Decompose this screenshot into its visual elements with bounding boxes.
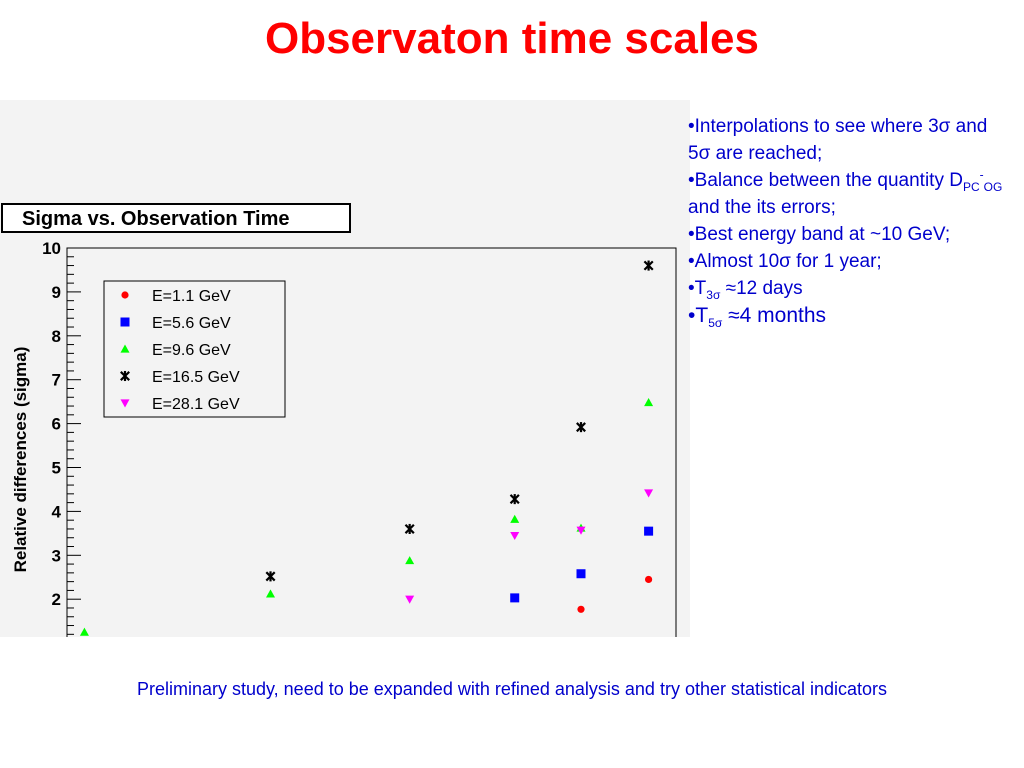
legend-marker [120, 344, 130, 353]
data-point [404, 523, 415, 534]
data-point [645, 575, 653, 584]
legend-marker [120, 399, 130, 408]
footer-note: Preliminary study, need to be expanded w… [136, 679, 888, 699]
bullet-text: •Balance between the quantity D [688, 170, 963, 191]
y-tick-label: 1 [52, 634, 61, 637]
data-point [644, 489, 654, 498]
data-point [510, 531, 520, 541]
legend-label: E=16.5 GeV [152, 369, 240, 386]
bullet-list: •Interpolations to see where 3σ and 5σ a… [688, 113, 1008, 329]
data-point [510, 593, 520, 603]
data-point [576, 569, 586, 579]
bullet-text: •Interpolations to see where 3 [688, 116, 939, 137]
data-point [405, 556, 415, 565]
bullet-item: •Balance between the quantity DPC-OG and… [688, 167, 1008, 221]
data-point [644, 398, 654, 407]
y-tick-label: 3 [52, 546, 61, 565]
subscript-text: 3σ [706, 287, 721, 302]
y-axis-label: Relative differences (sigma) [11, 347, 30, 573]
data-point [509, 494, 520, 505]
bullet-text: ≈12 days [720, 278, 803, 299]
legend-label: E=1.1 GeV [152, 288, 231, 305]
legend-label: E=9.6 GeV [152, 342, 231, 359]
bullet-text: σ [779, 251, 791, 272]
data-point [510, 514, 520, 523]
bullet-text: and the its errors; [688, 197, 836, 218]
legend-marker [121, 291, 129, 299]
scatter-chart: Sigma vs. Observation Time01234567891010… [1, 203, 677, 637]
bullet-text: •Best energy band at ~10 GeV; [688, 224, 951, 245]
bullet-text: are reached; [710, 143, 823, 164]
bullet-item: •T3σ ≈12 days [688, 275, 1008, 302]
legend-marker [120, 317, 130, 327]
y-tick-label: 4 [52, 502, 62, 521]
subscript-text: 5σ [708, 316, 723, 331]
data-point [576, 526, 586, 535]
y-tick-label: 10 [42, 239, 61, 258]
subscript-text: OG [983, 179, 1003, 194]
y-tick-label: 6 [52, 415, 61, 434]
subscript-text: PC [962, 179, 980, 194]
bullet-item: •Best energy band at ~10 GeV; [688, 221, 1008, 248]
bullet-item: •T5σ ≈4 months [688, 302, 1008, 329]
bullet-item: •Interpolations to see where 3σ and 5σ a… [688, 113, 1008, 167]
bullet-text: σ [698, 143, 711, 164]
legend-box [103, 280, 286, 418]
y-tick-label: 2 [52, 590, 61, 609]
data-point [577, 605, 585, 613]
data-point [644, 526, 654, 536]
data-point [266, 589, 276, 598]
bullet-text: •T [688, 278, 707, 299]
legend-label: E=5.6 GeV [152, 315, 231, 332]
chart-title: Sigma vs. Observation Time [22, 208, 290, 230]
y-tick-label: 8 [52, 327, 61, 346]
data-point [576, 422, 586, 433]
bullet-item: •Almost 10σ for 1 year; [688, 248, 1008, 275]
bullet-text: σ [938, 116, 951, 137]
bullet-text: •T [688, 304, 709, 327]
data-point [265, 571, 276, 582]
chart-panel: Sigma vs. Observation Time01234567891010… [0, 100, 690, 637]
bullet-text: ≈4 months [722, 304, 827, 327]
legend-marker [120, 370, 130, 382]
superscript-text: - [979, 167, 984, 182]
bullet-text: for 1 year; [790, 251, 882, 272]
data-point [405, 595, 415, 604]
y-tick-label: 7 [52, 371, 61, 390]
slide-title: Observaton time scales [264, 14, 759, 63]
bullet-text: and 5 [688, 116, 988, 164]
y-tick-label: 5 [52, 459, 61, 478]
y-tick-label: 9 [52, 283, 61, 302]
data-point [79, 627, 89, 636]
bullet-text: •Almost 10 [688, 251, 780, 272]
chart-title-box [1, 203, 351, 233]
legend-label: E=28.1 GeV [152, 396, 240, 413]
data-point [643, 260, 654, 271]
